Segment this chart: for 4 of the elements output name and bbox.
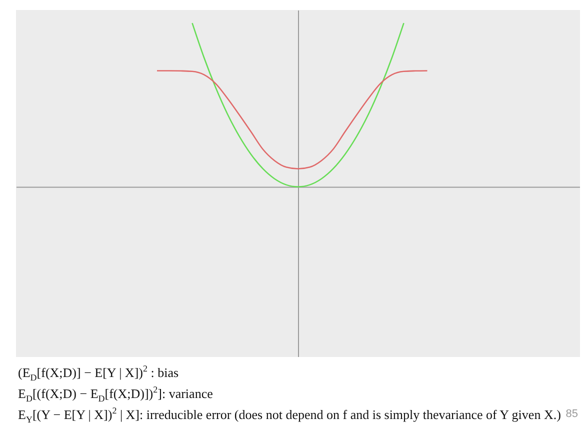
text: E$_{D}$[(f(X;D) − E$_{D}$[f(X;D)])$^{2}$]: variance bbox=[18, 384, 214, 404]
text: 85 bbox=[566, 407, 578, 422]
text: (E$_{D}$[f(X;D)] − E[Y | X])$^{2}$ : bias bbox=[18, 362, 180, 383]
text: E$_{Y}$[(Y − E[Y | X])$^{2}$ | X]: irreducible error (does not depend on f and is simply thevariance of Y given X.) bbox=[18, 406, 561, 425]
